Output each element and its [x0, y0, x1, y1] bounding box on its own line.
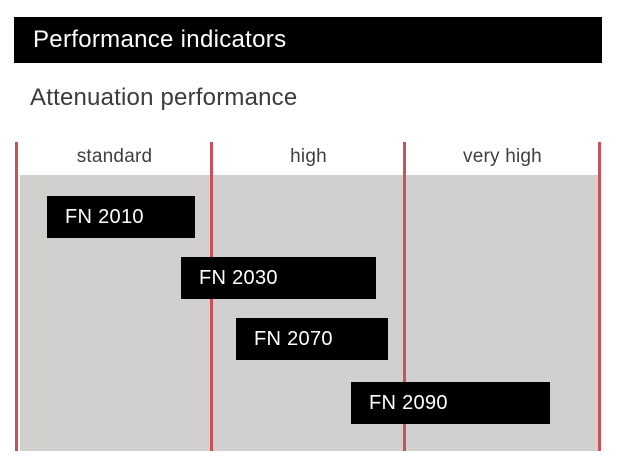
chart-subtitle: Attenuation performance	[30, 84, 298, 111]
range-bar: FN 2030	[181, 257, 376, 299]
range-bar: FN 2070	[236, 318, 388, 360]
range-bar: FN 2090	[351, 382, 550, 424]
column-header-standard: standard	[76, 146, 153, 167]
attenuation-performance-chart: standard high very high FN 2010 FN 2030 FN…	[0, 142, 620, 451]
range-bar-label: FN 2030	[199, 266, 278, 289]
category-divider-line	[15, 142, 18, 451]
range-bar: FN 2010	[47, 196, 195, 238]
category-divider-line	[403, 142, 406, 451]
range-bar-label: FN 2090	[369, 391, 448, 414]
category-divider-line	[598, 142, 601, 451]
column-header-high: high	[290, 146, 327, 167]
range-bar-label: FN 2010	[65, 205, 144, 228]
title-bar: Performance indicators	[14, 17, 602, 63]
column-header-very-high: very high	[463, 146, 542, 167]
range-bar-label: FN 2070	[254, 327, 333, 350]
page-title: Performance indicators	[33, 26, 287, 53]
